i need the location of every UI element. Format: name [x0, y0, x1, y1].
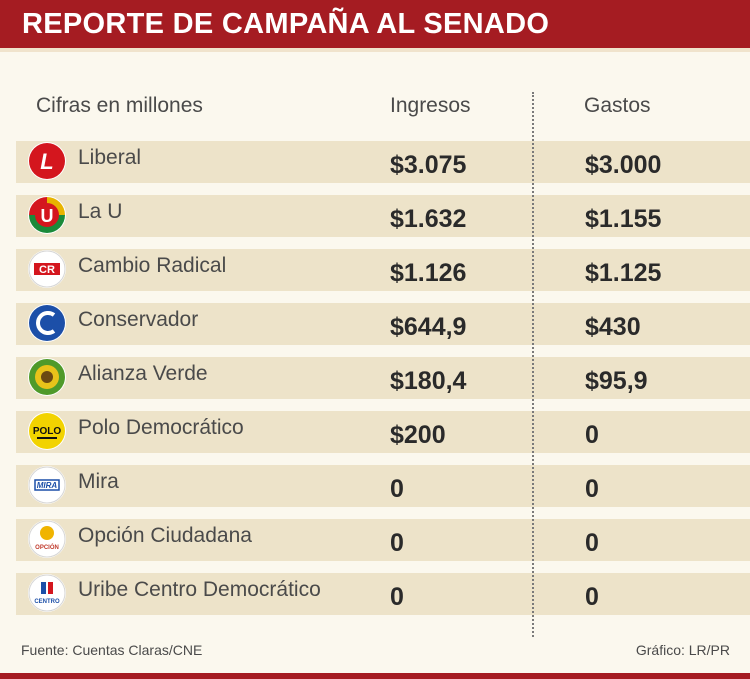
ingresos-value: 0 [390, 475, 404, 503]
table-row: CENTRO Uribe Centro Democrático 0 0 [16, 573, 750, 615]
gastos-value: 0 [585, 583, 599, 611]
party-name: Conservador [78, 308, 199, 331]
row-band [16, 573, 750, 615]
ingresos-value: 0 [390, 529, 404, 557]
gastos-value: $430 [585, 313, 641, 341]
party-name: Uribe Centro Democrático [78, 578, 321, 601]
polo-logo: POLO [28, 412, 66, 450]
la-u-logo: U [28, 196, 66, 234]
table-row: Alianza Verde $180,4 $95,9 [16, 357, 750, 399]
party-name: Mira [78, 470, 119, 493]
party-name: Cambio Radical [78, 254, 227, 277]
party-name: Alianza Verde [78, 362, 208, 385]
alianza-verde-logo [28, 358, 66, 396]
centro-logo-text: CENTRO [34, 599, 60, 605]
table-row: CR Cambio Radical $1.126 $1.125 [16, 249, 750, 291]
party-name: Polo Democrático [78, 416, 244, 439]
centro-democratico-logo: CENTRO [28, 574, 66, 612]
party-name: Opción Ciudadana [78, 524, 252, 547]
table-row: MIRA Mira 0 0 [16, 465, 750, 507]
row-band [16, 519, 750, 561]
source-note: Fuente: Cuentas Claras/CNE [21, 642, 203, 658]
la-u-logo-text: U [41, 206, 54, 226]
table-row: Conservador $644,9 $430 [16, 303, 750, 345]
opcion-ciudadana-logo: OPCIÓN [28, 520, 66, 558]
row-band [16, 249, 750, 291]
row-band [16, 303, 750, 345]
ingresos-value: $1.632 [390, 205, 467, 233]
row-band [16, 465, 750, 507]
header-bar: REPORTE DE CAMPAÑA AL SENADO [0, 0, 750, 52]
ingresos-value: 0 [390, 583, 404, 611]
party-name: Liberal [78, 146, 142, 169]
ingresos-value: $644,9 [390, 313, 467, 341]
row-band [16, 141, 750, 183]
mira-logo: MIRA [28, 466, 66, 504]
gastos-value: $3.000 [585, 151, 662, 179]
row-band [16, 357, 750, 399]
gastos-value: 0 [585, 529, 599, 557]
row-band [16, 411, 750, 453]
gastos-value: $95,9 [585, 367, 648, 395]
gastos-value: 0 [585, 475, 599, 503]
table-row: L Liberal $3.075 $3.000 [16, 141, 750, 183]
gastos-value: $1.125 [585, 259, 662, 287]
cambio-radical-logo-text: CR [39, 264, 55, 276]
ingresos-value: $180,4 [390, 367, 467, 395]
table-row: POLO Polo Democrático $200 0 [16, 411, 750, 453]
gastos-value: 0 [585, 421, 599, 449]
conservador-logo [28, 304, 66, 342]
ingresos-value: $3.075 [390, 151, 467, 179]
bottom-bar [0, 673, 750, 679]
mira-logo-text: MIRA [37, 481, 58, 490]
opcion-logo-text: OPCIÓN [35, 543, 59, 551]
page-title: REPORTE DE CAMPAÑA AL SENADO [22, 8, 550, 40]
column-header-ingresos: Ingresos [390, 94, 471, 117]
gastos-value: $1.155 [585, 205, 662, 233]
graphic-credit: Gráfico: LR/PR [635, 642, 730, 658]
ingresos-value: $1.126 [390, 259, 467, 287]
table-row: U La U $1.632 $1.155 [16, 195, 750, 237]
column-header-gastos: Gastos [584, 94, 651, 117]
liberal-logo: L [28, 142, 66, 180]
liberal-logo-text: L [40, 149, 53, 174]
ingresos-value: $200 [390, 421, 446, 449]
column-header-label: Cifras en millones [36, 94, 203, 117]
cambio-radical-logo: CR [28, 250, 66, 288]
polo-logo-text: POLO [33, 426, 62, 437]
table-row: OPCIÓN Opción Ciudadana 0 0 [16, 519, 750, 561]
row-band [16, 195, 750, 237]
party-name: La U [78, 200, 123, 223]
column-divider [532, 92, 534, 637]
